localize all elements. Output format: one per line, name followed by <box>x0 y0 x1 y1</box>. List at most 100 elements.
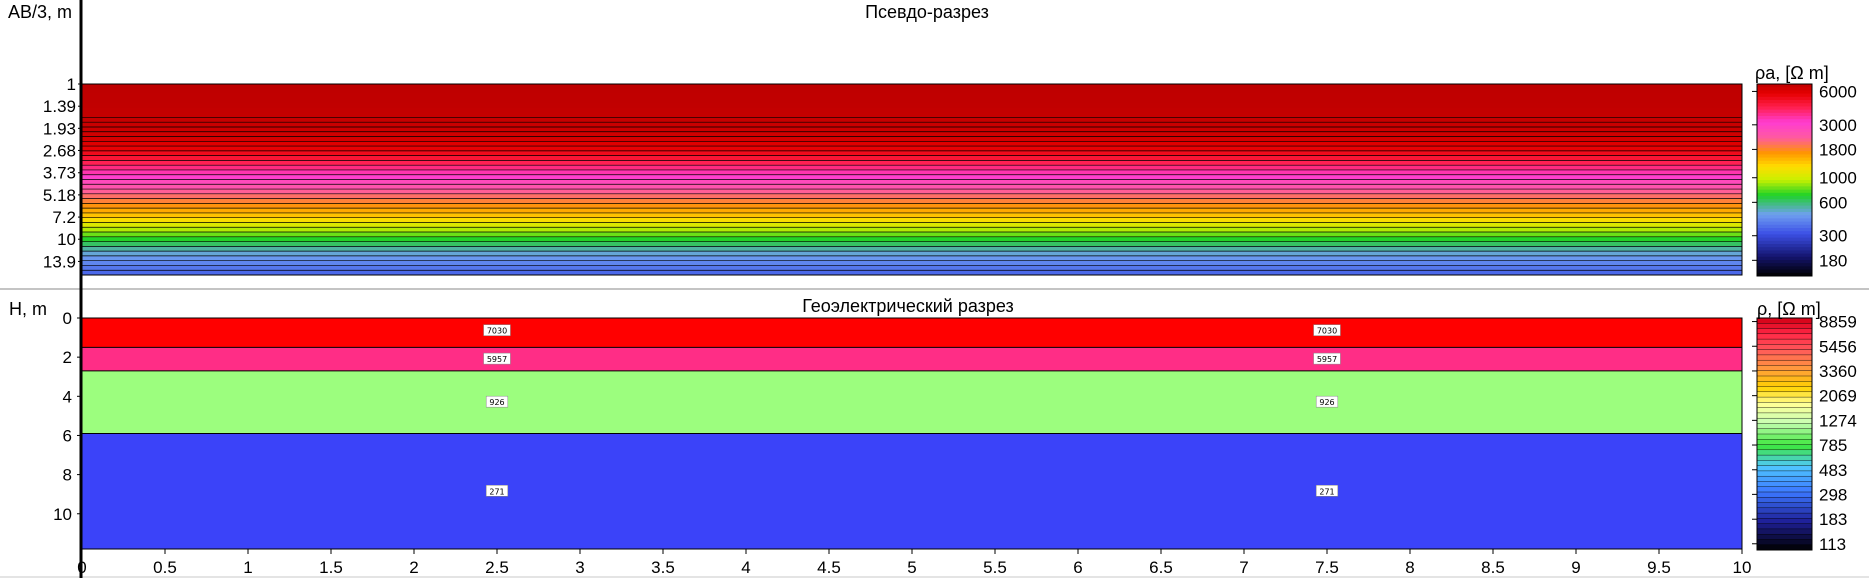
bottom-colorbar-label: 113 <box>1819 535 1846 554</box>
bottom-colorbar-label: 483 <box>1819 461 1847 480</box>
top-colorbar-swatch <box>1757 122 1812 127</box>
geo-layer <box>82 347 1742 371</box>
x-tick-label: 0.5 <box>153 558 177 577</box>
layer-resistivity-label: 926 <box>1319 398 1334 407</box>
top-colorbar-swatch <box>1757 103 1812 107</box>
top-colorbar-label: 6000 <box>1819 82 1857 101</box>
bottom-y-tick-label: 6 <box>63 426 72 445</box>
bottom-colorbar-swatch <box>1756 502 1813 509</box>
top-colorbar-swatch <box>1757 234 1812 239</box>
bottom-colorbar-swatch <box>1756 417 1813 424</box>
layer-resistivity-label: 5957 <box>487 355 507 364</box>
pseudo-band <box>82 260 1742 266</box>
top-y-tick-label: 13.9 <box>43 252 76 271</box>
pseudo-band <box>82 255 1742 262</box>
top-plot-frame <box>81 83 1743 276</box>
bottom-colorbar-swatch <box>1756 344 1813 351</box>
top-colorbar-swatch <box>1757 244 1812 248</box>
top-colorbar-swatch <box>1757 218 1812 223</box>
bottom-colorbar-label: 3360 <box>1819 362 1857 381</box>
top-colorbar-label: 600 <box>1819 193 1847 212</box>
layer-value-box <box>1315 485 1339 497</box>
top-colorbar-swatch <box>1757 212 1812 216</box>
pseudo-band <box>82 146 1742 152</box>
x-tick-label: 3.5 <box>651 558 675 577</box>
bottom-colorbar-swatch <box>1756 439 1813 446</box>
bottom-y-tick-label: 4 <box>63 387 72 406</box>
bottom-colorbar-swatch <box>1756 375 1813 382</box>
pseudo-band <box>82 222 1742 228</box>
top-colorbar-swatch <box>1757 237 1812 242</box>
bottom-colorbar-label: 1274 <box>1819 411 1857 430</box>
layer-value-box <box>485 485 509 497</box>
pseudo-band <box>82 136 1742 142</box>
bottom-colorbar-swatch <box>1756 539 1813 546</box>
x-tick-label: 5.5 <box>983 558 1007 577</box>
top-colorbar-swatch <box>1757 253 1812 258</box>
x-ticks: 0 0.5 1 1.5 2 2.5 3 3.5 4 4.5 5 5.5 6 6.5 7 7.5 8 8.5 9 9.5… <box>77 549 1751 577</box>
pseudo-band <box>82 227 1742 233</box>
pseudo-band <box>82 107 1742 114</box>
bottom-colorbar-swatch <box>1756 386 1813 393</box>
x-tick-label: 6.5 <box>1149 558 1173 577</box>
top-colorbar-swatch <box>1757 186 1812 191</box>
bottom-colorbar-swatch <box>1756 465 1813 472</box>
pseudo-band <box>82 117 1742 123</box>
top-y-tick-label: 5.18 <box>43 186 76 205</box>
bottom-colorbar-swatch <box>1756 528 1813 535</box>
bottom-colorbar-swatch <box>1756 323 1813 330</box>
pseudo-band <box>82 203 1742 209</box>
pseudo-band <box>82 198 1742 204</box>
top-colorbar-label: 180 <box>1819 251 1847 270</box>
bottom-colorbar-swatch <box>1756 544 1813 551</box>
top-colorbar-swatch <box>1757 93 1812 98</box>
layer-value-box <box>1315 395 1339 408</box>
top-colorbar-swatch <box>1757 266 1812 271</box>
top-colorbar-swatch <box>1757 109 1812 114</box>
bottom-colorbar-swatch <box>1756 512 1813 519</box>
top-colorbar-swatch <box>1757 90 1812 95</box>
top-colorbar-swatch <box>1757 260 1812 264</box>
pseudo-band <box>82 93 1742 99</box>
layer-resistivity-label: 7030 <box>487 327 507 336</box>
bottom-colorbar-swatch <box>1756 396 1813 403</box>
top-colorbar-swatch <box>1757 215 1812 219</box>
layer-value-box <box>483 324 511 336</box>
bottom-colorbar-label: 5456 <box>1819 337 1857 356</box>
top-colorbar-swatch <box>1757 84 1812 88</box>
top-colorbar-swatch <box>1757 202 1812 207</box>
top-colorbar-label: 3000 <box>1819 116 1857 135</box>
top-colorbar-swatch <box>1757 148 1812 152</box>
bottom-colorbar-swatch <box>1756 354 1813 361</box>
x-tick-label: 1.5 <box>319 558 343 577</box>
top-colorbar-swatch <box>1757 128 1812 133</box>
x-tick-label: 2.5 <box>485 558 509 577</box>
top-colorbar-swatch <box>1757 151 1812 155</box>
top-colorbar-swatch <box>1757 96 1812 101</box>
top-colorbar-swatch <box>1757 116 1812 120</box>
bottom-colorbar-swatch <box>1756 328 1813 335</box>
pseudo-band <box>82 98 1742 104</box>
x-tick-label: 1 <box>243 558 252 577</box>
top-colorbar-swatch <box>1757 247 1812 251</box>
top-y-tick-label: 1.93 <box>43 119 76 138</box>
x-tick-label: 0 <box>77 558 86 577</box>
top-colorbar-swatch <box>1757 154 1812 159</box>
pseudo-band <box>82 241 1742 247</box>
top-colorbar-label: 300 <box>1819 227 1847 246</box>
top-colorbar-swatch <box>1757 144 1812 149</box>
layer-value-box <box>1313 352 1341 365</box>
pseudo-band <box>82 193 1742 200</box>
bottom-colorbar-swatch <box>1756 444 1813 451</box>
bottom-y-tick-label: 10 <box>53 505 72 524</box>
layer-resistivity-label: 926 <box>489 398 504 407</box>
bottom-colorbar-swatch <box>1756 365 1813 372</box>
top-colorbar-swatch <box>1757 112 1812 117</box>
top-colorbar-swatch <box>1757 100 1812 104</box>
bottom-colorbar-label: 785 <box>1819 436 1847 455</box>
bottom-y-axis-label: H, m <box>9 299 47 319</box>
bottom-colorbar-swatch <box>1756 433 1813 440</box>
top-colorbar-swatch <box>1757 87 1812 91</box>
bottom-colorbar-title: ρ, [Ω m] <box>1757 299 1821 319</box>
bottom-colorbar-swatch <box>1756 533 1813 540</box>
